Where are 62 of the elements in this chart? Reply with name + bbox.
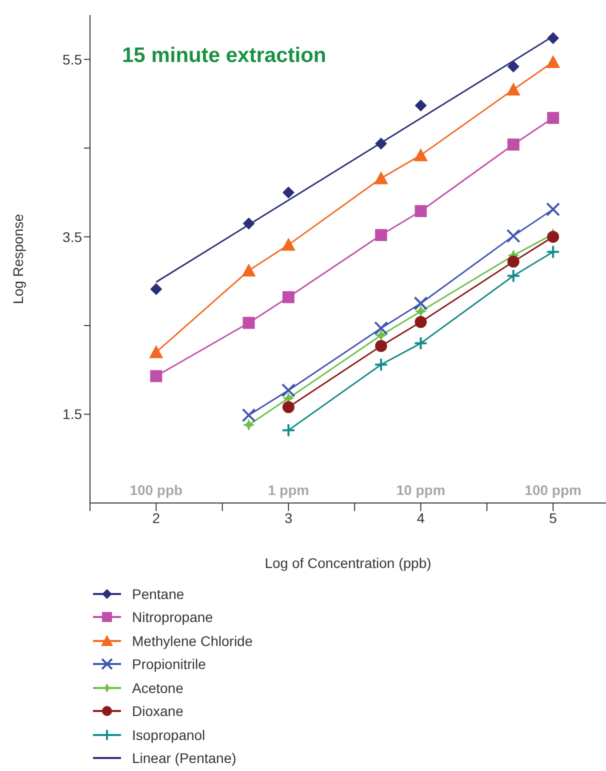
- point: [242, 264, 256, 277]
- point: [414, 296, 428, 310]
- annotation: 100 ppm: [524, 482, 582, 498]
- x-tick-label: 4: [416, 510, 425, 526]
- point: [414, 316, 427, 328]
- legend-label: Acetone: [132, 680, 184, 696]
- point: [506, 82, 520, 96]
- point: [547, 230, 560, 243]
- point: [547, 112, 560, 124]
- legend-label: Nitropropane: [132, 609, 213, 626]
- point: [282, 291, 294, 304]
- point: [242, 316, 255, 329]
- point: [375, 340, 388, 352]
- point: [149, 345, 164, 358]
- point: [547, 32, 560, 44]
- legend-label: Pentane: [132, 586, 184, 602]
- point: [546, 202, 560, 216]
- annotation: 10 ppm: [396, 482, 446, 498]
- x-tick-label: 3: [284, 510, 293, 526]
- point: [281, 423, 296, 438]
- point: [506, 268, 520, 283]
- point: [282, 401, 294, 414]
- point: [414, 100, 427, 112]
- annotation: 100 ppb: [130, 482, 183, 498]
- point: [374, 321, 388, 336]
- point: [414, 205, 427, 218]
- x-tick-label: 2: [152, 510, 160, 526]
- y-axis-title: Log Response: [10, 214, 26, 304]
- point: [242, 218, 255, 230]
- legend-label: Isopropanol: [132, 726, 206, 743]
- point: [375, 138, 388, 150]
- point: [242, 408, 256, 422]
- point: [375, 329, 388, 342]
- point: [414, 336, 428, 350]
- point: [414, 148, 428, 162]
- legend-label: Methylene Chloride: [132, 632, 253, 649]
- y-tick-label: 3.5: [62, 228, 82, 245]
- point: [414, 305, 427, 318]
- point: [150, 283, 162, 296]
- text: 15 minute extraction: [122, 44, 326, 68]
- point: [546, 244, 560, 259]
- legend-label: Propionitrile: [132, 656, 206, 672]
- point: [281, 238, 296, 251]
- x-tick-label: 5: [549, 510, 558, 526]
- point: [282, 186, 294, 198]
- point: [150, 370, 162, 382]
- legend-label: Linear (Pentane): [132, 750, 236, 766]
- point: [242, 418, 255, 431]
- point: [546, 55, 560, 68]
- point: [507, 256, 520, 268]
- point: [506, 228, 520, 243]
- x-axis-title: Log of Concentration (ppb): [264, 555, 432, 571]
- point: [375, 229, 388, 242]
- point: [374, 358, 388, 372]
- point: [507, 60, 520, 72]
- annotation: 1 ppm: [268, 482, 310, 498]
- legend-label: Dioxane: [132, 703, 184, 720]
- point: [507, 138, 520, 151]
- point: [374, 171, 388, 184]
- point: [281, 383, 296, 398]
- y-tick-label: 5.5: [62, 51, 82, 68]
- y-tick-label: 1.5: [62, 406, 82, 422]
